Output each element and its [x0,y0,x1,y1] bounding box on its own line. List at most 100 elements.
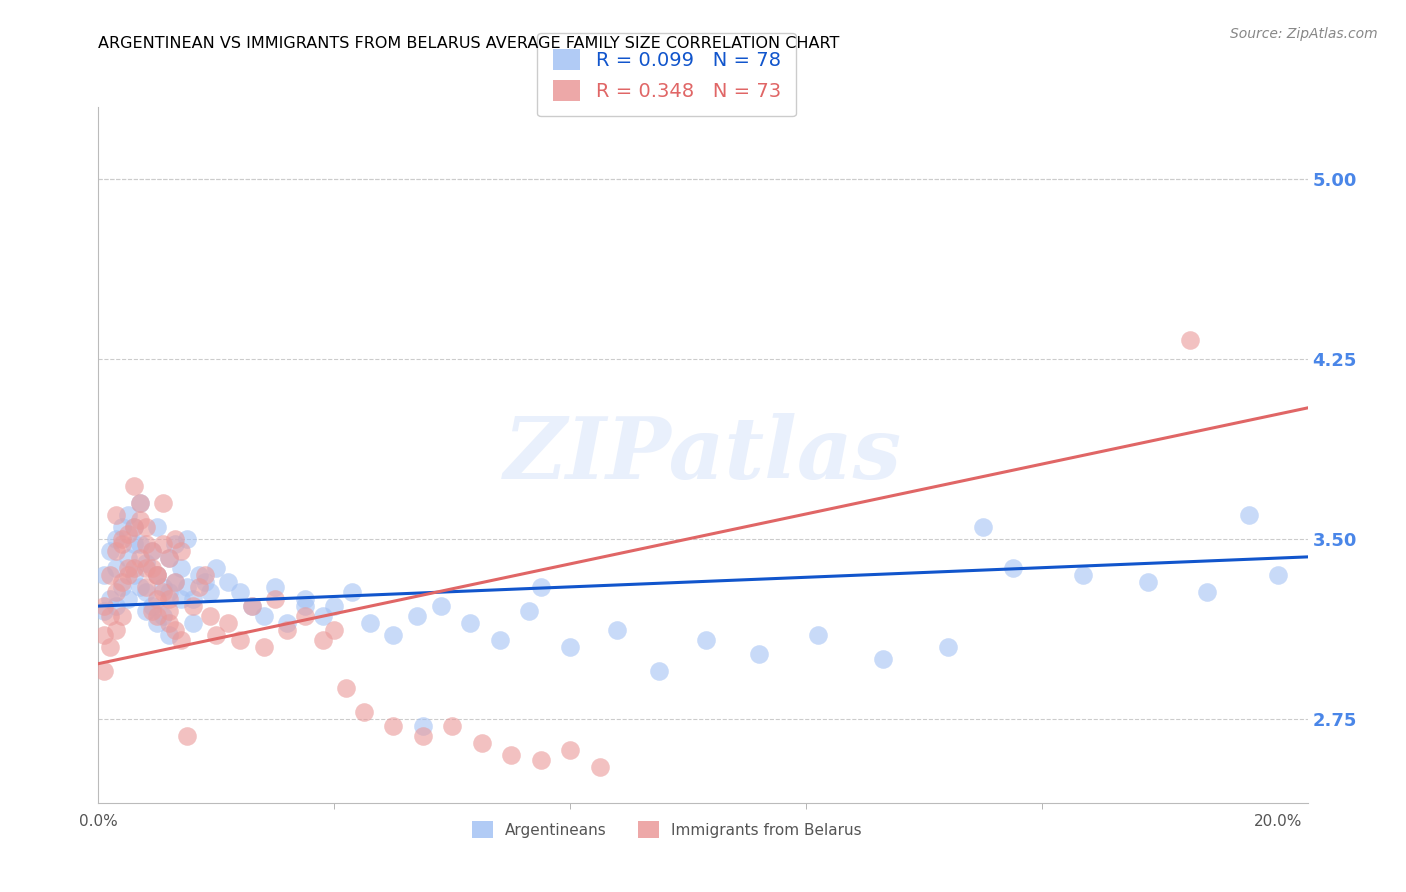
Point [117,567,139,582]
Point [152,608,174,623]
Point [117,551,139,566]
Point [117,508,139,522]
Point [181,591,204,606]
Point [648,664,671,678]
Point [135,580,157,594]
Point [105,623,128,637]
Point [98,567,121,582]
Point [323,599,346,613]
Point [530,753,553,767]
Point [122,479,145,493]
Point [165,575,187,590]
Point [141,599,163,613]
Text: ARGENTINEAN VS IMMIGRANTS FROM BELARUS AVERAGE FAMILY SIZE CORRELATION CHART: ARGENTINEAN VS IMMIGRANTS FROM BELARUS A… [98,36,839,51]
Point [117,591,139,606]
Point [1137,575,1160,590]
Point [530,580,553,594]
Point [111,537,134,551]
Point [264,591,287,606]
Point [323,623,346,637]
Point [157,591,180,606]
Point [205,560,228,574]
Point [441,719,464,733]
Point [165,575,187,590]
Point [98,608,121,623]
Point [146,520,169,534]
Point [146,591,169,606]
Point [135,604,157,618]
Point [276,623,298,637]
Point [111,580,134,594]
Point [589,760,612,774]
Point [382,719,405,733]
Point [458,615,481,630]
Point [93,628,115,642]
Point [135,560,157,574]
Point [606,623,628,637]
Point [93,664,115,678]
Point [152,537,174,551]
Point [111,608,134,623]
Point [141,560,163,574]
Point [128,496,150,510]
Point [695,632,717,647]
Point [105,599,128,613]
Point [276,615,298,630]
Point [252,608,274,623]
Legend: Argentineans, Immigrants from Belarus: Argentineans, Immigrants from Belarus [465,815,868,844]
Text: ZIPatlas: ZIPatlas [503,413,903,497]
Point [335,681,357,695]
Point [176,729,198,743]
Point [170,544,193,558]
Point [135,520,157,534]
Point [936,640,959,654]
Point [972,520,994,534]
Point [501,747,523,762]
Point [122,560,145,574]
Point [359,615,381,630]
Point [205,628,228,642]
Point [141,544,163,558]
Point [105,508,128,522]
Point [412,719,434,733]
Point [471,736,494,750]
Point [353,705,375,719]
Point [117,527,139,541]
Point [187,567,209,582]
Point [111,520,134,534]
Point [311,608,333,623]
Point [200,584,222,599]
Point [294,599,316,613]
Point [187,580,209,594]
Point [157,628,180,642]
Point [240,599,263,613]
Point [807,628,830,642]
Point [105,532,128,546]
Text: Source: ZipAtlas.com: Source: ZipAtlas.com [1230,27,1378,41]
Point [105,560,128,574]
Point [1073,567,1095,582]
Point [141,604,163,618]
Point [165,623,187,637]
Point [176,580,198,594]
Point [128,551,150,566]
Point [406,608,429,623]
Point [128,537,150,551]
Point [135,537,157,551]
Point [93,599,115,613]
Point [252,640,274,654]
Point [157,551,180,566]
Point [122,567,145,582]
Point [146,615,169,630]
Point [170,591,193,606]
Point [181,599,204,613]
Point [146,567,169,582]
Point [141,544,163,558]
Point [105,584,128,599]
Point [157,604,180,618]
Point [488,632,510,647]
Point [157,615,180,630]
Point [1178,333,1201,347]
Point [1237,508,1260,522]
Point [111,575,134,590]
